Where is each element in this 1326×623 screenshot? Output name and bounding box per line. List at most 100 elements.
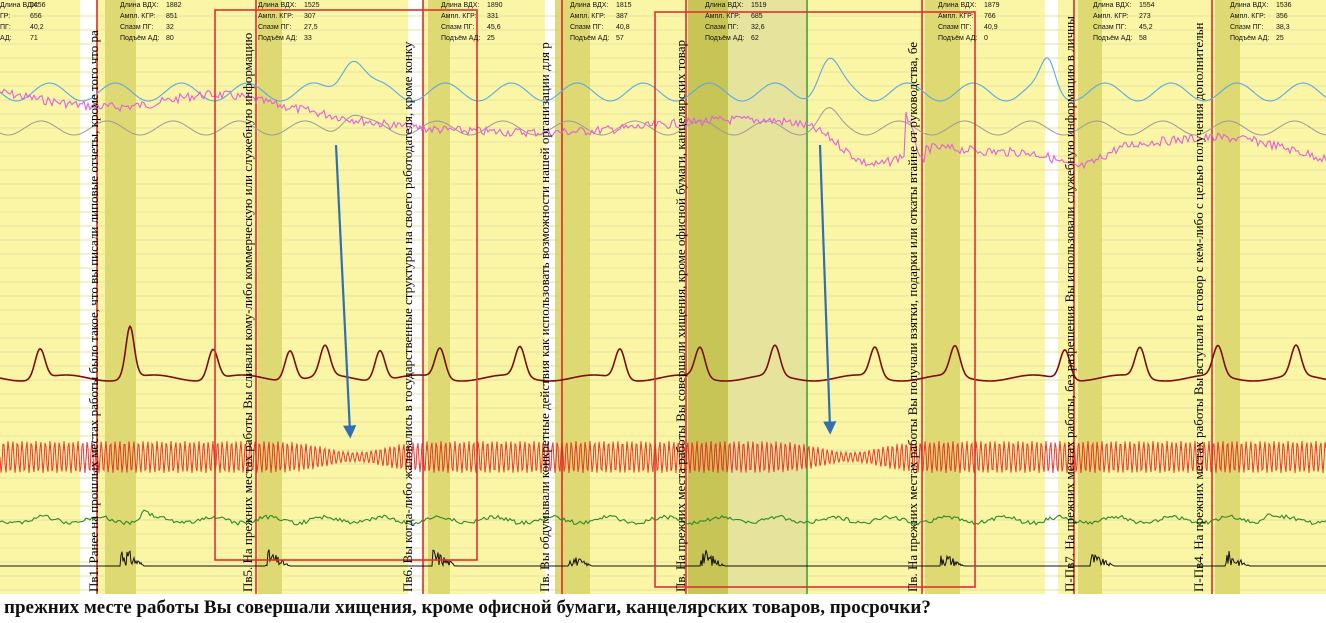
stat-row: Подъём АД: 58 bbox=[1093, 33, 1155, 44]
stat-value: 38,3 bbox=[1276, 24, 1290, 31]
stat-row: Подъём АД: 62 bbox=[705, 33, 767, 44]
stat-value: 685 bbox=[751, 13, 763, 20]
stat-value: 45,2 bbox=[1139, 24, 1153, 31]
breath-lower-trace bbox=[0, 107, 1326, 136]
stat-key: Ампл. КГР: bbox=[120, 13, 156, 20]
stat-value: 27,5 bbox=[304, 24, 318, 31]
stat-value: 40,2 bbox=[30, 24, 44, 31]
stat-key: АД: bbox=[0, 35, 12, 42]
question-label: Пв. На прежних места работы Вы совершали… bbox=[673, 40, 688, 592]
question-label: Пв1. Ранее на прошлых местах работы было… bbox=[86, 30, 101, 592]
stat-value: 1456 bbox=[30, 2, 46, 9]
stat-key: Длина ВДХ: bbox=[120, 2, 159, 9]
stat-key: Длина ВДХ: bbox=[0, 2, 39, 9]
breath-upper-trace bbox=[0, 57, 1326, 102]
motion-trace bbox=[0, 549, 1326, 568]
stat-key: Подъём АД: bbox=[1093, 35, 1133, 42]
stat-row: Подъём АД: 0 bbox=[938, 33, 1000, 44]
stat-value: 32 bbox=[166, 24, 174, 31]
stat-row: Длина ВДХ: 1525 bbox=[258, 0, 320, 11]
stat-value: 33 bbox=[304, 35, 312, 42]
stat-key: Подъём АД: bbox=[938, 35, 978, 42]
stat-key: Длина ВДХ: bbox=[570, 2, 609, 9]
stat-row: Ампл. КГР: 331 bbox=[441, 11, 503, 22]
stat-value: 80 bbox=[166, 35, 174, 42]
stat-value: 387 bbox=[616, 13, 628, 20]
stat-key: ГР: bbox=[0, 13, 11, 20]
stat-value: 58 bbox=[1139, 35, 1147, 42]
plethysmo-trace bbox=[0, 509, 1326, 526]
question-label: Пв. Вы обдумывали конкретные действия ка… bbox=[537, 42, 552, 592]
stat-value: 45,6 bbox=[487, 24, 501, 31]
stat-key: Длина ВДХ: bbox=[705, 2, 744, 9]
stat-key: Длина ВДХ: bbox=[938, 2, 977, 9]
stat-row: Спазм ПГ: 40,8 bbox=[570, 22, 632, 33]
selection-box bbox=[214, 9, 478, 561]
stat-key: Подъём АД: bbox=[120, 35, 160, 42]
question-label: Пв6. Вы когда-либо жаловались в государс… bbox=[400, 41, 415, 592]
stat-block: Длина ВДХ:1456 ГР: 656 ПГ: 40,2 АД: 71 bbox=[0, 0, 46, 44]
background-band bbox=[1058, 0, 1326, 594]
stat-value: 57 bbox=[616, 35, 624, 42]
stat-row: Ампл. КГР: 387 bbox=[570, 11, 632, 22]
stat-row: ГР: 656 bbox=[0, 11, 46, 22]
stat-value: 71 bbox=[30, 35, 38, 42]
stat-block: Длина ВДХ: 1890 Ампл. КГР: 331 Спазм ПГ: 45,6… bbox=[441, 0, 503, 44]
response-band bbox=[105, 0, 136, 594]
stat-value: 1882 bbox=[166, 2, 182, 9]
arrow-annotation bbox=[818, 144, 837, 435]
stat-key: Длина ВДХ: bbox=[258, 2, 297, 9]
stat-row: Длина ВДХ:1456 bbox=[0, 0, 46, 11]
stat-row: Длина ВДХ: 1554 bbox=[1093, 0, 1155, 11]
stat-row: Длина ВДХ: 1890 bbox=[441, 0, 503, 11]
stat-row: Ампл. КГР: 273 bbox=[1093, 11, 1155, 22]
stat-row: Длина ВДХ: 1536 bbox=[1230, 0, 1292, 11]
stat-row: Спазм ПГ: 27,5 bbox=[258, 22, 320, 33]
stat-row: ПГ: 40,2 bbox=[0, 22, 46, 33]
stat-row: Ампл. КГР: 851 bbox=[120, 11, 182, 22]
stat-block: Длина ВДХ: 1815 Ампл. КГР: 387 Спазм ПГ: 40,8… bbox=[570, 0, 632, 44]
stat-row: Длина ВДХ: 1879 bbox=[938, 0, 1000, 11]
stat-row: АД: 71 bbox=[0, 33, 46, 44]
stat-key: Подъём АД: bbox=[1230, 35, 1270, 42]
stat-value: 851 bbox=[166, 13, 178, 20]
stat-key: Подъём АД: bbox=[441, 35, 481, 42]
stat-key: Ампл. КГР: bbox=[1230, 13, 1266, 20]
stat-value: 273 bbox=[1139, 13, 1151, 20]
stat-row: Спазм ПГ: 45,6 bbox=[441, 22, 503, 33]
stat-value: 40,8 bbox=[616, 24, 630, 31]
stat-row: Ампл. КГР: 356 bbox=[1230, 11, 1292, 22]
stat-value: 40,9 bbox=[984, 24, 998, 31]
stat-key: Ампл. КГР: bbox=[570, 13, 606, 20]
response-band bbox=[1078, 0, 1102, 594]
stat-block: Длина ВДХ: 1536 Ампл. КГР: 356 Спазм ПГ: 38,3… bbox=[1230, 0, 1292, 44]
background-band bbox=[0, 0, 80, 594]
response-band bbox=[925, 0, 960, 594]
stat-key: Длина ВДХ: bbox=[1230, 2, 1269, 9]
stat-key: Подъём АД: bbox=[258, 35, 298, 42]
stat-row: Спазм ПГ: 40,9 bbox=[938, 22, 1000, 33]
stat-key: Подъём АД: bbox=[570, 35, 610, 42]
stat-key: Ампл. КГР: bbox=[1093, 13, 1129, 20]
response-band bbox=[258, 0, 282, 594]
stat-row: Длина ВДХ: 1815 bbox=[570, 0, 632, 11]
stat-key: Спазм ПГ: bbox=[570, 24, 604, 31]
stat-value: 1519 bbox=[751, 2, 767, 9]
stat-key: Подъём АД: bbox=[705, 35, 745, 42]
stat-block: Длина ВДХ: 1879 Ампл. КГР: 766 Спазм ПГ: 40,9… bbox=[938, 0, 1000, 44]
stat-row: Подъём АД: 25 bbox=[441, 33, 503, 44]
question-caption: прежних месте работы Вы совершали хищени… bbox=[4, 597, 931, 618]
stat-row: Спазм ПГ: 32,6 bbox=[705, 22, 767, 33]
stat-key: Спазм ПГ: bbox=[258, 24, 292, 31]
pressure-trace bbox=[0, 440, 1326, 474]
stat-row: Подъём АД: 33 bbox=[258, 33, 320, 44]
stat-key: Ампл. КГР: bbox=[258, 13, 294, 20]
selection-box bbox=[654, 11, 976, 588]
stat-value: 766 bbox=[984, 13, 996, 20]
stat-key: Спазм ПГ: bbox=[705, 24, 739, 31]
stat-value: 1554 bbox=[1139, 2, 1155, 9]
stat-block: Длина ВДХ: 1519 Ампл. КГР: 685 Спазм ПГ: 32,6… bbox=[705, 0, 767, 44]
stat-row: Спазм ПГ: 32 bbox=[120, 22, 182, 33]
stat-row: Ампл. КГР: 766 bbox=[938, 11, 1000, 22]
